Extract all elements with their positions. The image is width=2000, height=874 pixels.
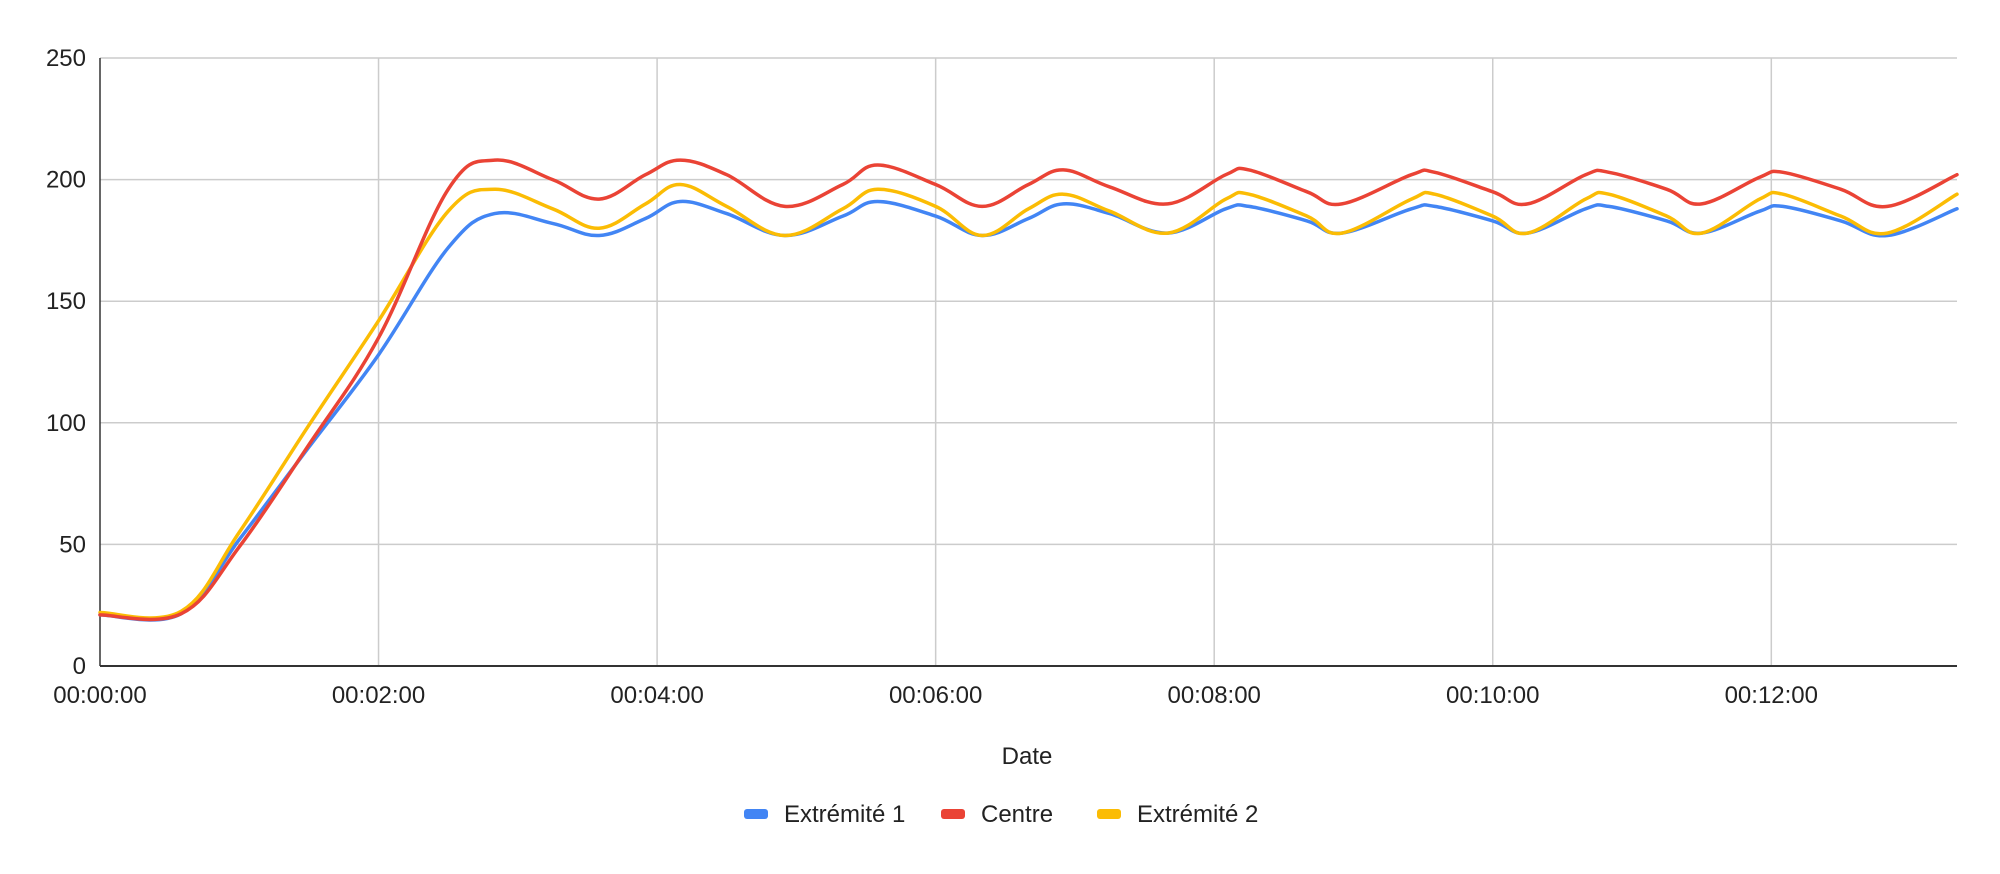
y-tick-label: 0 [73, 653, 86, 680]
y-tick-label: 100 [46, 410, 86, 437]
y-tick-label: 250 [46, 45, 86, 72]
grid [100, 57, 1957, 666]
x-tick-label: 00:04:00 [610, 682, 703, 709]
axes: 0 50 100 150 200 250 00:00:00 00:02:00 00:04:00 0… [46, 45, 1957, 709]
series-line-extremite-1 [98, 199, 1959, 622]
series-lines [98, 158, 1959, 622]
x-tick-label: 00:02:00 [332, 682, 425, 709]
x-tick-label: 00:06:00 [889, 682, 982, 709]
x-tick-label: 00:08:00 [1167, 682, 1260, 709]
y-tick-label: 50 [59, 531, 86, 558]
x-tick-label: 00:12:00 [1725, 682, 1818, 709]
y-tick-label: 200 [46, 167, 86, 194]
series-line-extremite-2 [98, 182, 1959, 620]
x-tick-label: 00:00:00 [53, 682, 146, 709]
x-axis-title: Date [1002, 743, 1053, 770]
legend-label-extremite-2: Extrémité 2 [1137, 801, 1258, 828]
y-tick-label: 150 [46, 288, 86, 315]
x-tick-label: 00:10:00 [1446, 682, 1539, 709]
legend-label-extremite-1: Extrémité 1 [784, 801, 905, 828]
legend-swatch-extremite-2 [1097, 809, 1121, 819]
legend-label-centre: Centre [981, 801, 1053, 828]
legend-swatch-extremite-1 [744, 809, 768, 819]
legend: Extrémité 1 Centre Extrémité 2 [744, 801, 1258, 828]
legend-swatch-centre [941, 809, 965, 819]
series-line-centre [98, 158, 1959, 622]
